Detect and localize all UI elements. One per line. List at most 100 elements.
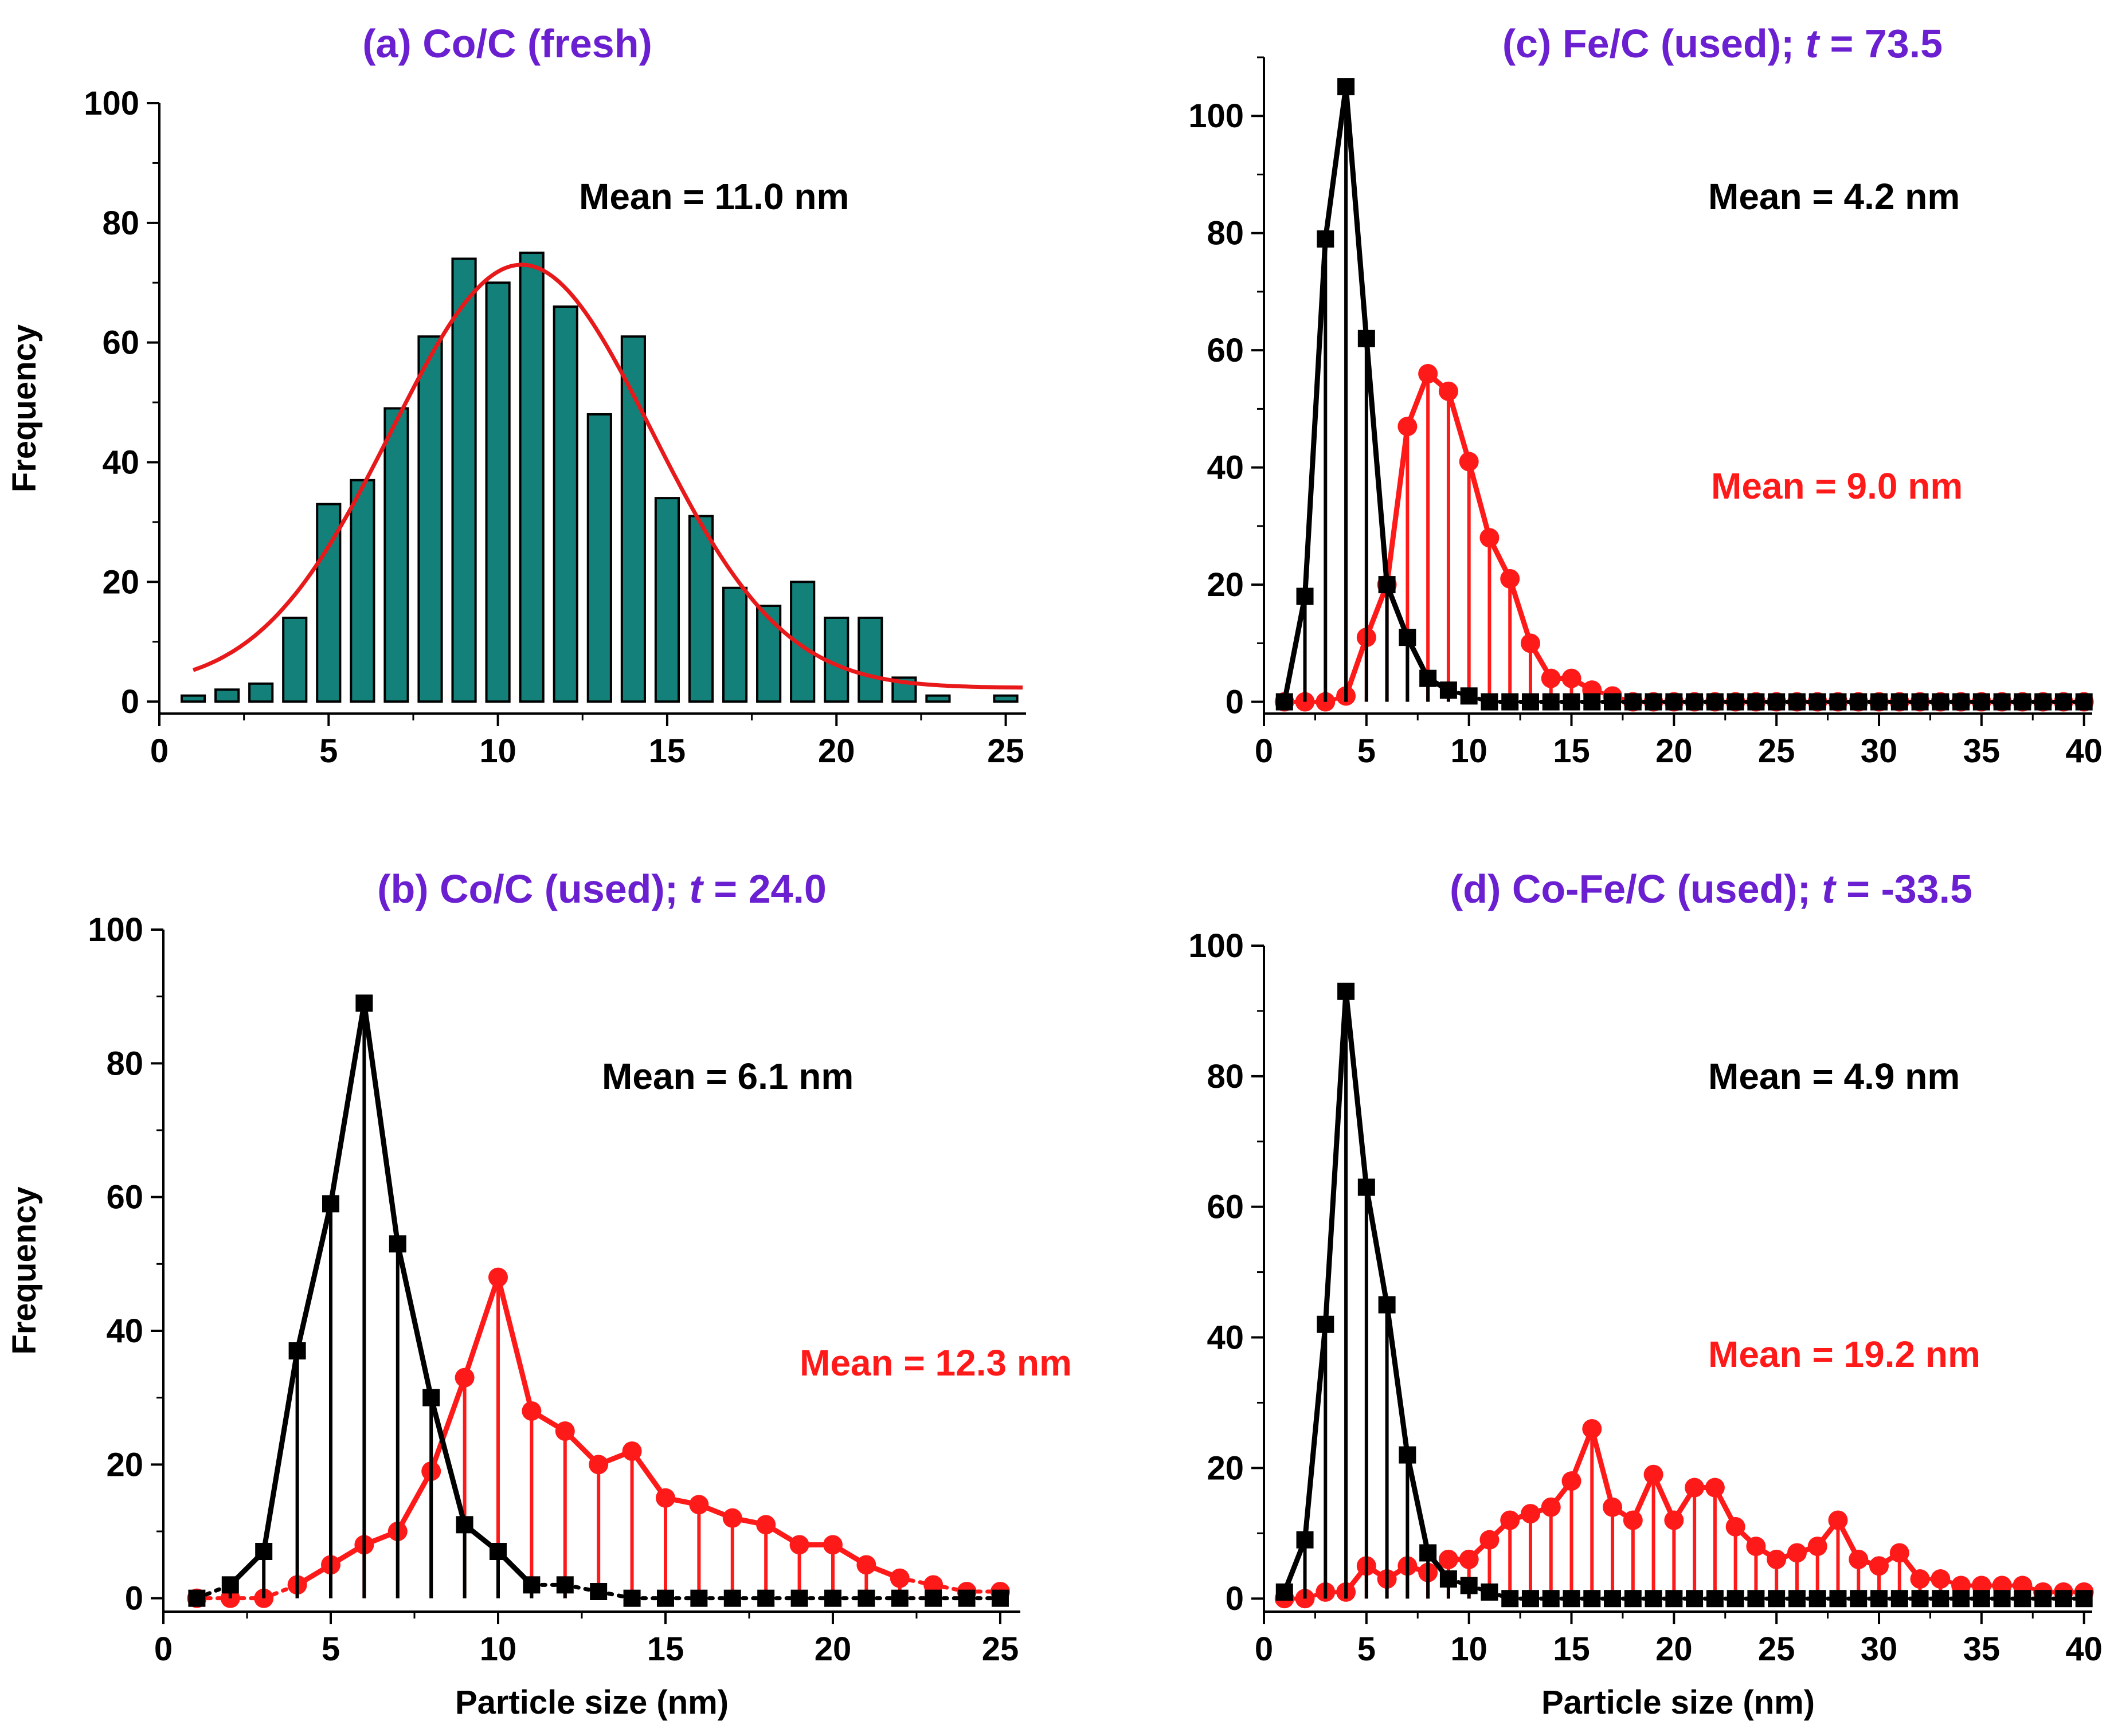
data-point — [1561, 1471, 1581, 1491]
data-point — [925, 1589, 942, 1607]
data-point — [1541, 1497, 1561, 1517]
data-point — [1500, 1510, 1520, 1530]
data-point — [1479, 1530, 1500, 1550]
x-tick-label: 20 — [818, 732, 855, 770]
x-tick-label: 0 — [1255, 732, 1273, 770]
data-point — [288, 1342, 306, 1359]
y-tick-label: 100 — [88, 911, 143, 949]
data-point — [1665, 1590, 1683, 1608]
data-point — [623, 1589, 641, 1607]
x-tick-label: 40 — [2065, 732, 2103, 770]
x-tick-label: 40 — [2065, 1631, 2103, 1668]
data-point — [1419, 1544, 1437, 1562]
data-point — [2034, 1590, 2052, 1608]
panel-c: (c) Fe/C (used); t = 73.5 0 5 10 15 20 25 30 35 4… — [1188, 21, 2103, 770]
data-point — [1438, 381, 1458, 401]
title-t-value: = -33.5 — [1835, 867, 1972, 911]
data-point — [1604, 1590, 1622, 1608]
data-point — [1337, 982, 1355, 1000]
title-text: (d) Co-Fe/C (used); — [1450, 867, 1822, 911]
data-point — [2054, 693, 2072, 711]
data-point — [1542, 693, 1560, 711]
y-tick-label: 100 — [1188, 97, 1244, 135]
data-point — [489, 1543, 507, 1560]
data-point — [1727, 693, 1744, 711]
data-point — [221, 1576, 239, 1594]
data-point — [1972, 1590, 1990, 1608]
data-point — [1296, 587, 1314, 605]
data-point — [689, 1495, 709, 1515]
x-tick-label: 10 — [479, 732, 516, 770]
series-line-segment — [1343, 84, 1369, 342]
data-point — [2014, 693, 2031, 711]
series-line-segment — [1446, 389, 1472, 464]
x-tick-label: 25 — [987, 732, 1024, 770]
data-point — [1460, 1577, 1478, 1594]
bar — [722, 586, 748, 703]
data-point — [1501, 693, 1519, 711]
data-point — [523, 1576, 541, 1594]
bar — [586, 413, 612, 703]
mean-annotation: Mean = 11.0 nm — [579, 176, 849, 217]
data-point — [255, 1543, 273, 1560]
data-point — [1645, 1590, 1662, 1608]
data-point — [891, 1589, 909, 1607]
data-point — [1337, 78, 1355, 96]
panel-title: (c) Fe/C (used); t = 73.5 — [1502, 21, 1943, 66]
series-line-segment — [1507, 576, 1533, 646]
x-tick-label: 15 — [647, 1631, 684, 1668]
series-line-segment — [395, 1241, 434, 1401]
data-point — [1787, 1543, 1807, 1563]
data-point — [2075, 693, 2093, 711]
data-point — [1399, 1446, 1416, 1464]
data-point — [322, 1195, 339, 1213]
data-point — [1645, 693, 1662, 711]
data-point — [488, 1267, 508, 1287]
data-point — [1911, 693, 1929, 711]
y-tick-label: 20 — [102, 563, 139, 601]
data-point — [1727, 1590, 1744, 1608]
data-point — [589, 1455, 609, 1475]
data-point — [1521, 693, 1539, 711]
series-line-segment — [395, 1468, 434, 1534]
data-point — [1500, 569, 1520, 589]
title-t-symbol: t — [1806, 21, 1821, 66]
series-line-segment — [428, 1395, 468, 1527]
panel-title: (b) Co/C (used); t = 24.0 — [377, 867, 827, 911]
data-point — [1481, 693, 1498, 711]
x-axis-label: Particle size (nm) — [455, 1684, 729, 1721]
data-point — [1397, 417, 1418, 437]
data-point — [823, 1535, 843, 1555]
x-tick-label: 5 — [1357, 1631, 1376, 1668]
series-line-segment — [261, 1348, 300, 1554]
data-point — [1829, 1590, 1847, 1608]
title-t-symbol: t — [1822, 867, 1837, 911]
title-t-value: = 24.0 — [703, 867, 827, 911]
series-line-segment — [328, 1000, 367, 1206]
data-point — [1768, 693, 1786, 711]
data-point — [1665, 693, 1683, 711]
series-line-segment — [1384, 424, 1410, 587]
x-tick-label: 20 — [815, 1631, 852, 1668]
series-line-segment — [1364, 336, 1390, 587]
data-point — [756, 1515, 776, 1535]
bar — [417, 335, 443, 703]
data-point — [1788, 693, 1806, 711]
x-tick-label: 0 — [154, 1631, 173, 1668]
series-line-segment — [1589, 1426, 1615, 1510]
data-point — [1357, 1178, 1375, 1196]
bar — [451, 257, 477, 703]
data-point — [1643, 1464, 1663, 1484]
data-point — [590, 1583, 608, 1600]
series-red-circles — [1274, 1419, 2094, 1609]
data-point — [1747, 693, 1765, 711]
x-tick-label: 10 — [1450, 732, 1487, 770]
bar — [858, 616, 883, 703]
data-point — [1501, 1590, 1519, 1608]
panel-title: (d) Co-Fe/C (used); t = -33.5 — [1450, 867, 1972, 911]
panel-a: (a) Co/C (fresh) 0 5 10 15 20 25 0 20 40 60 80 100 Fr… — [6, 21, 1026, 770]
y-tick-label: 80 — [1207, 215, 1244, 252]
series-red-circles — [1274, 364, 2094, 712]
data-point — [1972, 693, 1990, 711]
data-point — [1706, 1590, 1724, 1608]
